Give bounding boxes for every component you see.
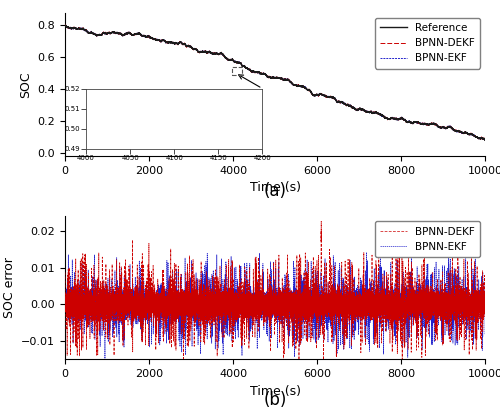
Reference xyxy=(144,34,150,39)
BPNN-EKF xyxy=(482,332,488,337)
BPNN-DEKF xyxy=(144,296,150,301)
Legend: BPNN-DEKF, BPNN-EKF: BPNN-DEKF, BPNN-EKF xyxy=(376,221,480,257)
Line: Reference: Reference xyxy=(65,25,485,140)
BPNN-EKF xyxy=(462,130,468,135)
BPNN-DEKF xyxy=(346,318,352,323)
BPNN-EKF xyxy=(346,298,352,303)
BPNN-EKF xyxy=(62,23,68,28)
BPNN-EKF xyxy=(105,30,111,35)
BPNN-EKF xyxy=(462,291,468,296)
BPNN-DEKF xyxy=(307,297,313,302)
Y-axis label: SOC: SOC xyxy=(19,71,32,97)
BPNN-EKF xyxy=(62,282,68,287)
Text: (a): (a) xyxy=(264,182,286,200)
Reference xyxy=(482,137,488,142)
Reference xyxy=(62,23,68,28)
BPNN-EKF xyxy=(307,89,313,94)
BPNN-DEKF xyxy=(62,23,68,28)
BPNN-EKF xyxy=(364,250,370,255)
BPNN-DEKF xyxy=(482,303,488,308)
Reference xyxy=(482,137,488,142)
Line: BPNN-EKF: BPNN-EKF xyxy=(65,252,485,361)
Reference xyxy=(346,103,352,108)
BPNN-DEKF xyxy=(307,88,313,93)
Reference xyxy=(105,30,111,35)
Text: (b): (b) xyxy=(264,391,286,409)
BPNN-DEKF xyxy=(482,138,488,143)
BPNN-DEKF xyxy=(352,107,358,112)
BPNN-EKF xyxy=(105,309,111,314)
BPNN-DEKF xyxy=(62,22,68,27)
BPNN-DEKF xyxy=(482,137,488,142)
Reference xyxy=(307,88,313,93)
BPNN-DEKF xyxy=(346,102,352,107)
Y-axis label: SOC error: SOC error xyxy=(2,257,16,318)
Reference xyxy=(352,106,358,111)
BPNN-EKF xyxy=(102,358,108,363)
BPNN-DEKF xyxy=(318,219,324,224)
BPNN-DEKF xyxy=(62,270,68,275)
Line: BPNN-DEKF: BPNN-DEKF xyxy=(65,24,485,140)
BPNN-EKF xyxy=(352,292,358,297)
BPNN-EKF xyxy=(144,301,150,306)
BPNN-DEKF xyxy=(352,308,358,313)
BPNN-EKF xyxy=(307,299,313,304)
BPNN-EKF xyxy=(482,138,488,143)
BPNN-DEKF xyxy=(144,34,150,39)
BPNN-DEKF xyxy=(105,30,111,35)
Line: BPNN-EKF: BPNN-EKF xyxy=(65,25,485,140)
Reference xyxy=(462,130,468,135)
BPNN-DEKF xyxy=(462,130,468,135)
Line: BPNN-DEKF: BPNN-DEKF xyxy=(65,221,485,368)
Bar xyxy=(232,67,242,75)
BPNN-DEKF xyxy=(399,365,405,370)
BPNN-DEKF xyxy=(462,286,468,291)
Reference xyxy=(62,22,68,27)
BPNN-EKF xyxy=(352,106,358,111)
BPNN-DEKF xyxy=(105,308,111,313)
BPNN-EKF xyxy=(482,137,488,142)
X-axis label: Time (s): Time (s) xyxy=(250,181,300,194)
Legend: Reference, BPNN-DEKF, BPNN-EKF: Reference, BPNN-DEKF, BPNN-EKF xyxy=(376,18,480,69)
BPNN-EKF xyxy=(144,33,150,38)
BPNN-EKF xyxy=(346,103,352,108)
X-axis label: Time (s): Time (s) xyxy=(250,385,300,398)
BPNN-EKF xyxy=(62,22,68,27)
